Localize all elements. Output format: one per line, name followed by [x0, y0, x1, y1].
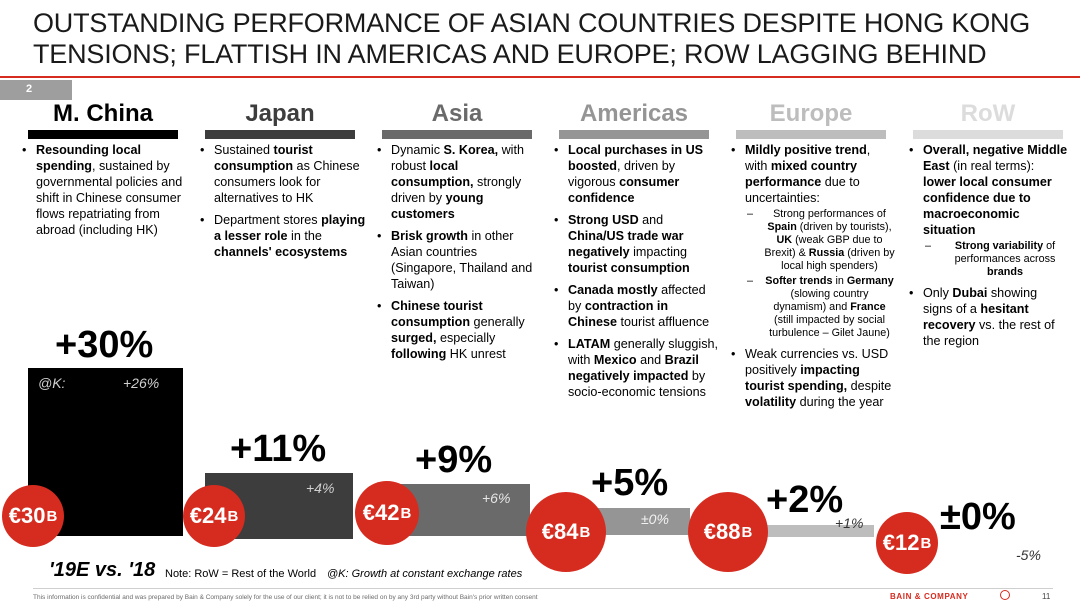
china-commentary: Resounding local spending, sustained by … — [22, 142, 188, 244]
growth-europe: +2% — [766, 479, 844, 521]
disclaimer: This information is confidential and was… — [33, 594, 538, 601]
market-size-china: €30 B — [2, 485, 64, 547]
region-header-china: M. China — [53, 100, 153, 127]
growth-asia: +9% — [415, 439, 493, 481]
sub-list-item: Strong performances of Spain (driven by … — [745, 208, 896, 273]
title-rule — [0, 76, 1080, 78]
market-size-asia: €42 B — [355, 481, 419, 545]
sub-list-item: Strong variability of performances acros… — [923, 240, 1069, 279]
list-item: Sustained tourist consumption as Chinese… — [200, 142, 366, 206]
list-item: LATAM generally sluggish, with Mexico an… — [554, 336, 720, 400]
footnote: Note: RoW = Rest of the World — [165, 568, 317, 580]
region-bar-americas — [559, 130, 709, 139]
growth-japan: +11% — [230, 428, 327, 470]
market-size-japan: €24 B — [183, 485, 245, 547]
list-item: Canada mostly affected by contraction in… — [554, 282, 720, 330]
footer-rule — [33, 588, 1053, 589]
region-header-row: RoW — [960, 100, 1016, 127]
growth-americas: +5% — [591, 462, 669, 504]
region-header-japan: Japan — [245, 100, 315, 127]
region-bar-europe — [736, 130, 886, 139]
brand-circle-icon — [1000, 590, 1010, 600]
k-growth-asia: +6% — [482, 490, 511, 506]
k-label: @K: — [38, 375, 66, 391]
europe-commentary: Mildly positive trend, with mixed countr… — [731, 142, 896, 416]
region-header-europe: Europe — [769, 100, 853, 127]
region-bar-china — [28, 130, 178, 139]
k-growth-china: +26% — [123, 375, 160, 391]
list-item: Chinese tourist consumption generally su… — [377, 298, 542, 362]
brand-logo: BAIN & COMPANY — [890, 592, 969, 601]
list-item: Dynamic S. Korea, with robust local cons… — [377, 142, 542, 222]
region-bar-japan — [205, 130, 355, 139]
list-item: Brisk growth in other Asian countries (S… — [377, 228, 542, 292]
page-title-line-1: OUTSTANDING PERFORMANCE OF ASIAN COUNTRI… — [33, 8, 1031, 38]
list-item: Only Dubai showing signs of a hesitant r… — [909, 285, 1069, 349]
growth-china: +30% — [55, 324, 154, 366]
americas-commentary: Local purchases in US boosted, driven by… — [554, 142, 720, 406]
footnote-k: @K: Growth at constant exchange rates — [327, 568, 523, 580]
section-tab: 2 — [0, 80, 72, 100]
region-header-asia: Asia — [431, 100, 483, 127]
list-item: Weak currencies vs. USD positively impac… — [731, 346, 896, 410]
k-growth-europe: +1% — [835, 515, 864, 531]
region-header-americas: Americas — [579, 100, 689, 127]
k-growth-americas: ±0% — [641, 511, 669, 527]
asia-commentary: Dynamic S. Korea, with robust local cons… — [377, 142, 542, 368]
list-item: Department stores playing a lesser role … — [200, 212, 366, 260]
k-growth-row: -5% — [1016, 547, 1041, 563]
growth-row: ±0% — [940, 496, 1016, 538]
list-item: Overall, negative Middle East (in real t… — [909, 142, 1069, 279]
sub-list-item: Softer trends in Germany (slowing countr… — [745, 275, 896, 340]
japan-commentary: Sustained tourist consumption as Chinese… — [200, 142, 366, 266]
market-size-europe: €88 B — [688, 492, 768, 572]
market-size-row: €12 B — [876, 512, 938, 574]
market-size-americas: €84 B — [526, 492, 606, 572]
page-title-line-2: TENSIONS; FLATTISH IN AMERICAS AND EUROP… — [33, 39, 987, 69]
row-commentary: Overall, negative Middle East (in real t… — [909, 142, 1069, 355]
page-title: OUTSTANDING PERFORMANCE OF ASIAN COUNTRI… — [33, 8, 1063, 70]
list-item: Local purchases in US boosted, driven by… — [554, 142, 720, 206]
list-item: Mildly positive trend, with mixed countr… — [731, 142, 896, 340]
growth-bar-europe — [736, 525, 874, 537]
region-bar-asia — [382, 130, 532, 139]
period-label: '19E vs. '18 — [49, 559, 156, 581]
list-item: Strong USD and China/US trade war negati… — [554, 212, 720, 276]
section-number: 2 — [26, 83, 33, 95]
k-growth-japan: +4% — [306, 480, 335, 496]
page-number: 11 — [1042, 592, 1051, 601]
region-bar-row — [913, 130, 1063, 139]
list-item: Resounding local spending, sustained by … — [22, 142, 188, 238]
